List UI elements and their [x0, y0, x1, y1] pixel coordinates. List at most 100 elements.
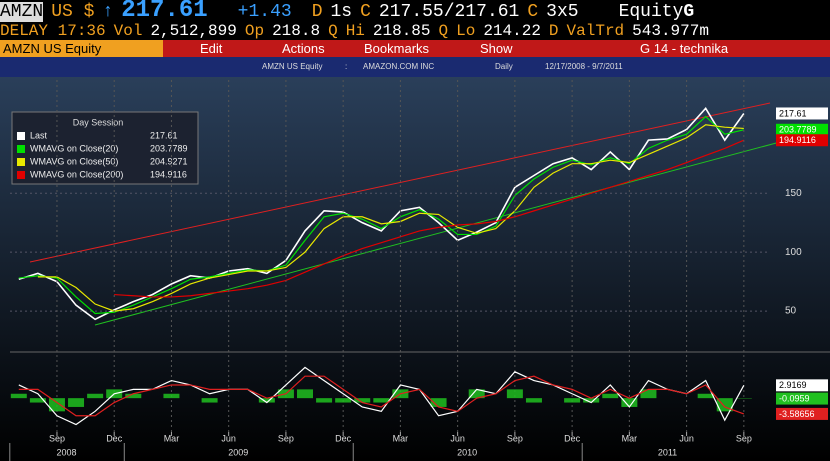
value-traded: 543.977m [632, 22, 709, 40]
x-tick-label: Dec [564, 433, 581, 443]
x-tick-label: Jun [679, 433, 694, 443]
value-tag [776, 392, 828, 405]
histogram-bar [10, 393, 27, 399]
histogram-bar [640, 389, 657, 399]
market: Equity [618, 2, 684, 22]
flag: D [311, 2, 323, 22]
legend-swatch [17, 132, 25, 140]
histogram-bar [163, 393, 180, 399]
info-range: 12/17/2008 - 9/7/2011 [545, 62, 623, 71]
label: Op [244, 22, 265, 40]
x-tick-label: Dec [106, 433, 123, 443]
legend-value: 217.61 [150, 130, 178, 140]
year-label: 2011 [658, 447, 677, 457]
x-tick-label: Jun [221, 433, 236, 443]
series-line [18, 106, 745, 321]
value-tag [776, 379, 828, 392]
info-security: AMZN US Equity [262, 62, 322, 71]
toolbar: AMZN US Equity Edit Actions Bookmarks Sh… [0, 40, 830, 57]
histogram-bar [697, 393, 714, 399]
value-tag [776, 134, 828, 147]
interval: 1s [330, 2, 353, 22]
y-tick-label: 50 [785, 306, 797, 317]
page-title: G 14 - technika [640, 41, 729, 56]
histogram-bar [621, 398, 638, 407]
legend-value: 203.7789 [150, 143, 188, 153]
x-tick-label: Jun [450, 433, 465, 443]
x-tick-label: Mar [622, 433, 638, 443]
histogram-bar [125, 393, 142, 399]
series-line [18, 375, 745, 417]
ticker: AMZN [0, 2, 44, 22]
trend-line [29, 102, 771, 263]
histogram-bar [583, 398, 600, 403]
histogram-bar [602, 393, 619, 399]
legend-value: 194.9116 [150, 169, 187, 179]
x-tick-label: Mar [393, 433, 409, 443]
open: 218.8 [272, 22, 321, 40]
flag: D [548, 22, 559, 40]
label: ValTrd [566, 22, 625, 40]
arrow: ↑ [102, 2, 114, 22]
info-name: AMAZON.COM INC [363, 62, 434, 71]
histogram-bar [506, 389, 523, 399]
legend-swatch [17, 158, 25, 166]
info-sep: : [345, 62, 347, 71]
histogram-bar [354, 398, 371, 403]
menu[interactable]: Edit [200, 41, 223, 56]
legend-value: 204.9271 [150, 156, 188, 166]
histogram-bar [297, 389, 313, 399]
value-tag-label: 217.61 [779, 108, 807, 118]
bid-ask: 217.55/217.61 [378, 2, 520, 22]
series-line [114, 139, 745, 298]
histogram-bar [68, 398, 85, 407]
menu[interactable]: Actions [282, 41, 325, 56]
volume: 2,512,899 [150, 22, 237, 40]
size: 3x5 [546, 2, 579, 22]
histogram-bar [525, 398, 542, 403]
value-tag-label: -3.58656 [779, 409, 815, 419]
histogram-bar [87, 393, 104, 399]
legend-swatch [17, 171, 25, 179]
info-period: Daily [495, 62, 513, 71]
flag: Q [328, 22, 338, 40]
value-tag [776, 107, 828, 120]
change: +1.43 [237, 2, 292, 22]
value-tag-label: 194.9116 [779, 135, 816, 145]
value-tag-label: 203.7789 [779, 125, 817, 135]
low: 214.22 [483, 22, 541, 40]
legend: Day Session Last 217.61 WMAVG on Close(20) 2… [11, 111, 199, 185]
legend-label: Last [30, 130, 48, 140]
legend-label: WMAVG on Close(50) [30, 156, 118, 166]
menu[interactable]: Show [480, 41, 513, 56]
flag: C [360, 2, 371, 22]
stats-row: DELAY 17:36 Vol 2,512,899 Op 218.8 Q Hi 218.85 Q… [0, 22, 717, 40]
price: 217.61 [121, 0, 208, 24]
quote-row: AMZN US $ ↑ 217.61 +1.43 D 1s C 217.55/217.61 C 3x… [0, 0, 702, 24]
series-line [37, 124, 744, 312]
flag: C [527, 2, 539, 22]
x-tick-label: Dec [335, 433, 352, 443]
chart: AMZN US Equity : AMAZON.COM INC Daily 12… [0, 57, 830, 461]
legend-box [11, 111, 199, 185]
trend-line [94, 141, 781, 326]
histogram-bar [468, 389, 485, 399]
year-label: 2010 [457, 447, 477, 457]
x-tick-label: Sep [49, 433, 65, 443]
value-tag-label: 2.9169 [779, 380, 807, 390]
histogram-bar [29, 398, 46, 403]
high: 218.85 [372, 22, 431, 40]
histogram-bar [258, 398, 275, 403]
legend-label: WMAVG on Close(20) [30, 143, 118, 153]
y-tick-label: 150 [785, 188, 802, 199]
menu[interactable]: Bookmarks [364, 41, 430, 56]
x-tick-label: Sep [507, 433, 523, 443]
histogram-bar [430, 398, 447, 407]
x-tick-label: Sep [278, 433, 294, 443]
security-input[interactable]: AMZN US Equity [0, 40, 163, 57]
histogram-bar [373, 398, 390, 403]
histogram-bar [201, 398, 218, 403]
histogram-bar [335, 398, 352, 403]
legend-label: WMAVG on Close(200) [30, 169, 123, 179]
